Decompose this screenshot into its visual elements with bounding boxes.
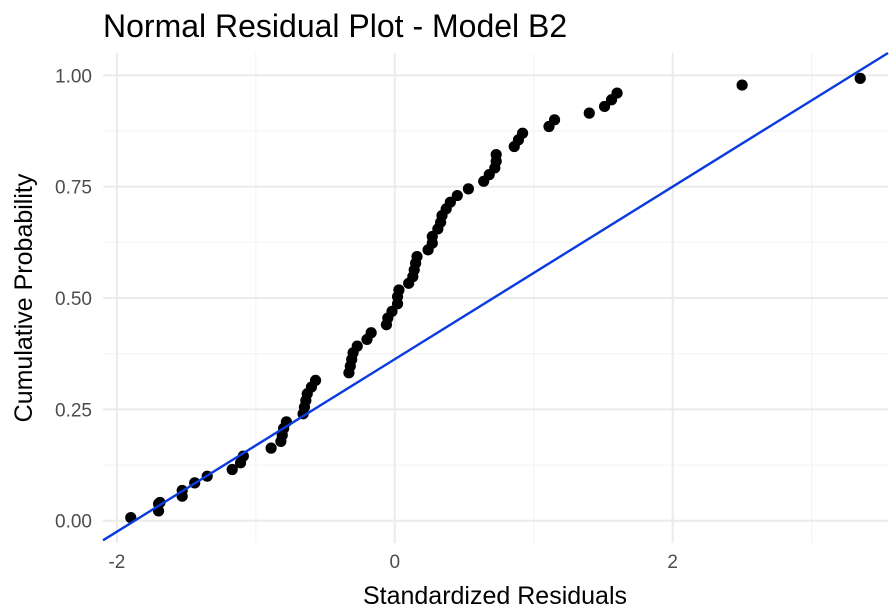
data-point: [451, 189, 463, 202]
data-point: [736, 79, 748, 91]
data-point: [154, 496, 166, 509]
data-point: [598, 100, 611, 113]
data-point: [351, 340, 363, 352]
data-point: [411, 250, 423, 263]
x-tick-label: 2: [667, 552, 678, 573]
x-axis-title: Standardized Residuals: [363, 582, 627, 610]
data-point: [854, 72, 866, 84]
y-tick-label: 0.75: [55, 178, 92, 199]
data-point: [516, 127, 529, 139]
y-axis-title: Cumulative Probability: [10, 173, 38, 422]
reference-line: [102, 51, 889, 542]
data-point: [226, 463, 238, 476]
data-point: [309, 374, 322, 387]
x-tick-label: -2: [108, 552, 125, 573]
x-tick-labels: -2 0 2: [108, 552, 677, 573]
major-gridlines: [103, 53, 888, 543]
data-point: [583, 107, 595, 119]
data-point: [462, 183, 475, 195]
data-point: [237, 450, 249, 462]
y-tick-label: 1.00: [55, 66, 92, 87]
data-point: [265, 442, 277, 454]
y-tick-label: 0.00: [55, 512, 92, 533]
data-point: [490, 148, 502, 161]
data-point: [548, 114, 561, 126]
data-point: [365, 327, 377, 339]
x-tick-label: 0: [389, 552, 400, 573]
y-tick-labels: 0.00 0.25 0.50 0.75 1.00: [55, 66, 92, 532]
y-tick-label: 0.50: [55, 289, 92, 310]
data-point: [611, 87, 623, 99]
chart-title: Normal Residual Plot - Model B2: [103, 8, 567, 44]
data-point: [393, 284, 405, 296]
data-point: [444, 196, 456, 208]
y-tick-label: 0.25: [55, 400, 92, 421]
